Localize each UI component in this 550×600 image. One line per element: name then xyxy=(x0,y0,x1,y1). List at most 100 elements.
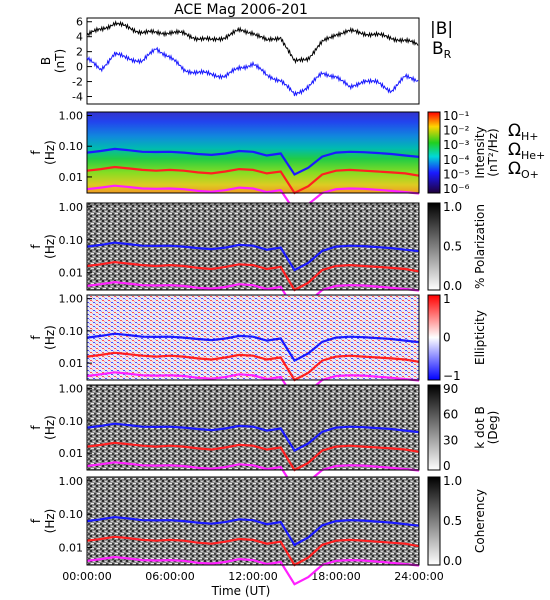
colorbar-tick-label: 10⁻⁶ xyxy=(443,182,470,196)
colorbar-tick-label: 0.5 xyxy=(443,514,462,528)
colorbar-tick-label: 0 xyxy=(443,331,451,345)
colorbar-label-group: Ellipticity xyxy=(473,310,487,365)
y-axis-label: B xyxy=(39,57,53,65)
colorbar-tick-label: 30 xyxy=(443,433,458,447)
gyro-line-Oplus xyxy=(86,461,420,490)
y-tick-label: 0.10 xyxy=(59,325,84,338)
y-axis-label-group: f (Hz) xyxy=(29,325,57,350)
gyro-line-Heplus xyxy=(86,535,420,567)
x-tick-label: 06:00:00 xyxy=(145,570,194,583)
heatmap-frame xyxy=(86,384,420,471)
gyro-line-Oplus xyxy=(86,280,420,311)
colorbar-4 xyxy=(427,384,441,471)
y-axis-unit: (Hz) xyxy=(43,509,57,534)
y-axis-label: f xyxy=(29,335,43,340)
gyro-line-Oplus xyxy=(86,555,420,586)
gyro-line-Hplus xyxy=(86,422,420,453)
legend-b-r-subscript: R xyxy=(444,48,452,61)
colorbar-tick-label: 0.5 xyxy=(443,240,462,254)
colorbar-tick-label: 1.0 xyxy=(443,474,462,488)
y-axis-unit: (Hz) xyxy=(43,234,57,259)
overlay-legend-Oplus: ΩO+ xyxy=(508,159,539,181)
y-tick-label: 0.01 xyxy=(59,171,84,184)
gyro-line-Heplus xyxy=(86,351,420,382)
colorbar-tick-label: 0 xyxy=(443,459,451,473)
gyro-line-Oplus xyxy=(86,371,420,400)
colorbar-label: Coherency xyxy=(473,489,487,553)
y-axis-label-group: f (Hz) xyxy=(29,234,57,259)
y-axis-label: f xyxy=(29,150,43,155)
colorbar-tick-label: 10⁻⁵ xyxy=(443,167,470,181)
x-tick-label: 18:00:00 xyxy=(311,570,360,583)
gyro-line-Hplus xyxy=(86,241,420,272)
y-axis-unit: (Hz) xyxy=(43,325,57,350)
heatmap-frame xyxy=(86,111,420,194)
y-axis-label-group: f (Hz) xyxy=(29,509,57,534)
colorbar-tick-label: 0.0 xyxy=(443,554,462,568)
series-line-b-magnitude xyxy=(86,19,419,65)
heatmap-frame xyxy=(86,476,420,566)
gyro-line-Hplus xyxy=(86,515,420,547)
legend-b-magnitude: |B| xyxy=(430,19,453,39)
colorbar-1 xyxy=(427,111,441,194)
y-tick-label: -2 xyxy=(72,76,83,89)
colorbar-label-group: % Polarization xyxy=(473,204,487,289)
x-tick-label: 24:00:00 xyxy=(394,570,443,583)
y-axis-unit: (Hz) xyxy=(43,415,57,440)
y-axis-label: f xyxy=(29,425,43,430)
y-axis-label-group: B (nT) xyxy=(39,49,67,73)
y-axis-unit: (nT) xyxy=(53,49,67,73)
y-axis-unit: (Hz) xyxy=(43,140,57,165)
colorbar-tick-label: 10⁻⁴ xyxy=(443,153,470,167)
colorbar-label-group: Coherency xyxy=(473,489,487,553)
colorbar-tick-label: 90 xyxy=(443,382,458,396)
colorbar-unit: (Deg) xyxy=(486,411,500,445)
y-tick-label: 1.00 xyxy=(59,110,84,123)
y-tick-label: 0.10 xyxy=(59,140,84,153)
gyro-line-Heplus xyxy=(86,441,420,472)
gyro-line-Heplus xyxy=(86,260,420,292)
colorbar-5 xyxy=(427,476,441,566)
chart-title: ACE Mag 2006-201 xyxy=(174,2,308,18)
overlay-legend-subscript: O+ xyxy=(521,168,539,181)
series-line-b-r xyxy=(86,46,419,97)
y-tick-label: 0.01 xyxy=(59,357,84,370)
overlay-legend-subscript: H+ xyxy=(521,130,539,143)
colorbar-tick-label: 10⁻³ xyxy=(443,138,470,152)
y-tick-label: 0.10 xyxy=(59,234,84,247)
x-tick-label: 12:00:00 xyxy=(228,570,277,583)
legend-b-r: BR xyxy=(432,39,452,61)
y-tick-label: -4 xyxy=(72,91,83,104)
colorbar-3 xyxy=(427,294,441,381)
y-tick-label: 0 xyxy=(76,61,83,74)
y-tick-label: 6 xyxy=(76,16,83,29)
colorbar-unit: (nT²/Hz) xyxy=(486,128,500,176)
heatmap-frame xyxy=(86,202,420,291)
y-tick-label: 0.10 xyxy=(59,415,84,428)
colorbar-label: % Polarization xyxy=(473,204,487,289)
y-tick-label: 1.00 xyxy=(59,383,84,396)
colorbar-tick-label: −1 xyxy=(443,369,461,383)
y-tick-label: 1.00 xyxy=(59,201,84,214)
colorbar-tick-label: 10⁻¹ xyxy=(443,109,470,123)
y-axis-label-group: f (Hz) xyxy=(29,415,57,440)
y-tick-label: 4 xyxy=(76,31,83,44)
y-tick-label: 0.01 xyxy=(59,542,84,555)
colorbar-tick-label: 1.0 xyxy=(443,200,462,214)
heatmap-frame xyxy=(86,294,420,381)
y-tick-label: 2 xyxy=(76,46,83,59)
colorbar-2 xyxy=(427,202,441,291)
x-tick-label: 00:00:00 xyxy=(62,570,111,583)
colorbar-label: k dot B xyxy=(473,406,487,448)
gyro-line-Heplus xyxy=(86,165,420,195)
y-tick-label: 1.00 xyxy=(59,475,84,488)
colorbar-tick-label: 0.0 xyxy=(443,279,462,293)
colorbar-label-group: k dot B (Deg) xyxy=(473,406,500,448)
colorbar-tick-label: 10⁻² xyxy=(443,124,470,138)
y-tick-label: 0.10 xyxy=(59,508,84,521)
gyro-line-Hplus xyxy=(86,332,420,363)
colorbar-tick-label: 60 xyxy=(443,408,458,422)
colorbar-label: Ellipticity xyxy=(473,310,487,365)
x-axis-label: Time (UT) xyxy=(211,584,271,598)
